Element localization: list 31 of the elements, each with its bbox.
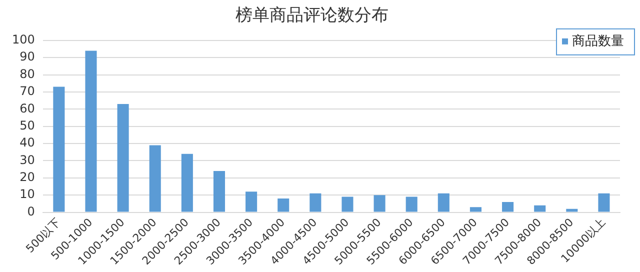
- bar: [310, 193, 322, 212]
- y-tick-label: 80: [20, 66, 35, 81]
- bar: [85, 50, 97, 212]
- legend-label: 商品数量: [572, 34, 624, 49]
- bar: [566, 208, 578, 212]
- bar: [246, 192, 258, 212]
- y-tick-label: 100: [12, 32, 35, 47]
- bar: [502, 202, 514, 212]
- y-tick-label: 90: [20, 50, 35, 64]
- y-tick-label: 70: [20, 84, 35, 98]
- bar: [438, 193, 450, 212]
- y-tick-label: 50: [20, 118, 35, 132]
- y-tick-label: 30: [20, 152, 35, 167]
- bar: [149, 145, 161, 212]
- bar: [117, 104, 129, 212]
- bar: [278, 198, 290, 212]
- bar: [53, 86, 65, 212]
- bar: [213, 171, 226, 212]
- bar: [342, 196, 354, 212]
- bar: [534, 205, 546, 212]
- bar: [406, 196, 418, 212]
- bar: [374, 195, 386, 212]
- bar: [598, 193, 610, 212]
- y-tick-label: 20: [20, 170, 35, 184]
- bar: [181, 154, 193, 212]
- y-tick-label: 10: [20, 187, 35, 202]
- y-tick-label: 0: [27, 204, 35, 218]
- y-tick-label: 60: [20, 101, 35, 116]
- chart-title: 榜单商品评论数分布: [236, 6, 388, 26]
- bar: [470, 207, 482, 212]
- y-tick-label: 40: [20, 136, 35, 150]
